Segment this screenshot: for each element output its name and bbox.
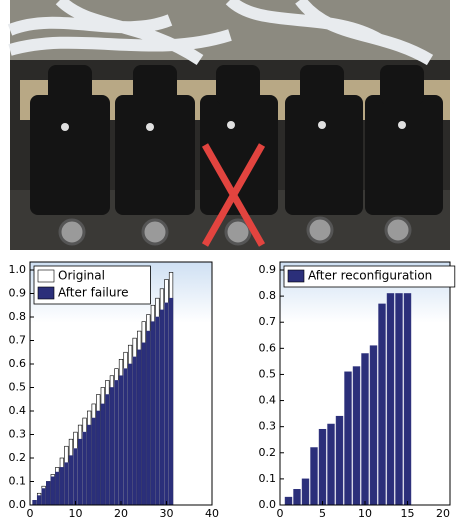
failure-mark — [201, 143, 266, 247]
bar — [82, 431, 87, 506]
legend-label: Original — [58, 269, 105, 283]
x-tick-label: 0 — [277, 507, 284, 520]
legend-swatch — [37, 286, 55, 300]
y-tick-label: 0.7 — [259, 315, 277, 328]
bar — [50, 476, 55, 506]
bar — [109, 387, 115, 506]
y-tick-label: 0.8 — [259, 289, 277, 302]
bar — [361, 353, 369, 506]
bar — [68, 455, 74, 506]
bar — [327, 423, 335, 506]
bar — [73, 448, 78, 506]
screws — [61, 121, 406, 131]
bar — [96, 410, 101, 506]
y-tick-label: 1.0 — [9, 263, 27, 276]
y-tick-label: 0.0 — [9, 498, 27, 511]
bar — [59, 467, 64, 506]
bar — [284, 496, 293, 506]
y-tick-label: 0.3 — [259, 420, 277, 433]
bar — [32, 499, 37, 506]
x-tick-label: 15 — [401, 507, 415, 520]
bar — [127, 363, 133, 506]
bar — [146, 330, 151, 506]
y-tick-label: 0.7 — [9, 334, 27, 347]
bar — [55, 471, 60, 506]
bar — [403, 293, 412, 506]
bar — [150, 321, 155, 506]
x-tick-label: 20 — [114, 507, 128, 520]
y-tick-label: 0.0 — [259, 498, 277, 511]
bar — [168, 297, 174, 506]
bar — [369, 345, 378, 506]
x-tick-label: 20 — [436, 507, 450, 520]
y-tick-label: 0.2 — [259, 446, 277, 459]
y-tick-label: 0.2 — [9, 451, 27, 464]
y-tick-label: 0.9 — [9, 287, 27, 300]
y-tick-label: 0.6 — [259, 341, 277, 354]
photo — [7, 0, 450, 250]
bar — [301, 478, 310, 506]
x-tick-label: 10 — [69, 507, 83, 520]
legend-box — [283, 265, 456, 288]
bar — [318, 428, 327, 506]
bar — [100, 403, 105, 506]
bar — [118, 375, 124, 506]
bar — [352, 366, 361, 506]
bar — [386, 293, 395, 506]
bar — [114, 380, 119, 506]
y-tick-label: 0.4 — [259, 394, 277, 407]
bar — [132, 356, 137, 506]
legend-swatch — [37, 269, 55, 283]
x-tick-label: 5 — [319, 507, 326, 520]
cables — [7, 0, 434, 66]
y-tick-label: 0.4 — [9, 404, 27, 417]
x-tick-label: 0 — [27, 507, 34, 520]
bar — [378, 303, 386, 506]
y-tick-label: 0.1 — [9, 475, 27, 488]
y-tick-label: 0.6 — [9, 357, 27, 370]
bar — [395, 293, 403, 506]
solenoids — [30, 65, 443, 215]
bar — [46, 481, 51, 506]
bar — [335, 415, 344, 506]
bar — [87, 424, 92, 506]
x-tick-label: 30 — [160, 507, 174, 520]
bar — [77, 438, 83, 506]
bar — [36, 495, 42, 506]
bar — [64, 462, 69, 506]
bar — [41, 488, 46, 506]
y-tick-label: 0.3 — [9, 428, 27, 441]
x-tick-label: 40 — [205, 507, 219, 520]
bar — [91, 417, 96, 506]
y-tick-label: 0.8 — [9, 310, 27, 323]
legend-swatch — [287, 269, 305, 283]
bar — [141, 342, 146, 506]
bar — [105, 394, 110, 506]
legend-label: After failure — [58, 286, 129, 300]
y-tick-label: 0.5 — [9, 381, 27, 394]
bar — [123, 368, 128, 506]
y-tick-label: 0.1 — [259, 472, 277, 485]
bar — [155, 316, 160, 506]
bar — [159, 309, 165, 506]
y-tick-label: 0.9 — [259, 263, 277, 276]
legend-label: After reconfiguration — [308, 269, 432, 283]
x-tick-label: 10 — [358, 507, 372, 520]
bar — [344, 371, 352, 506]
bar — [293, 489, 301, 506]
bar — [310, 447, 318, 506]
bar — [137, 349, 142, 506]
y-tick-label: 0.5 — [259, 367, 277, 380]
fittings — [58, 216, 412, 246]
bar — [164, 302, 169, 506]
